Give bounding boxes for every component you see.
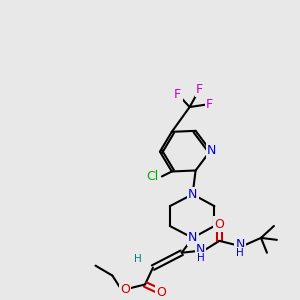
Text: N: N xyxy=(196,243,205,256)
Text: N: N xyxy=(188,188,197,201)
Text: H: H xyxy=(236,248,244,258)
Text: O: O xyxy=(156,286,166,299)
Text: Cl: Cl xyxy=(146,170,158,183)
Text: F: F xyxy=(174,88,181,101)
Text: N: N xyxy=(236,238,245,251)
Text: O: O xyxy=(120,283,130,296)
Text: N: N xyxy=(188,231,197,244)
Text: O: O xyxy=(214,218,224,230)
Text: F: F xyxy=(196,83,203,96)
Text: F: F xyxy=(206,98,213,111)
Text: N: N xyxy=(207,144,216,157)
Text: H: H xyxy=(134,254,142,264)
Text: H: H xyxy=(197,253,204,263)
